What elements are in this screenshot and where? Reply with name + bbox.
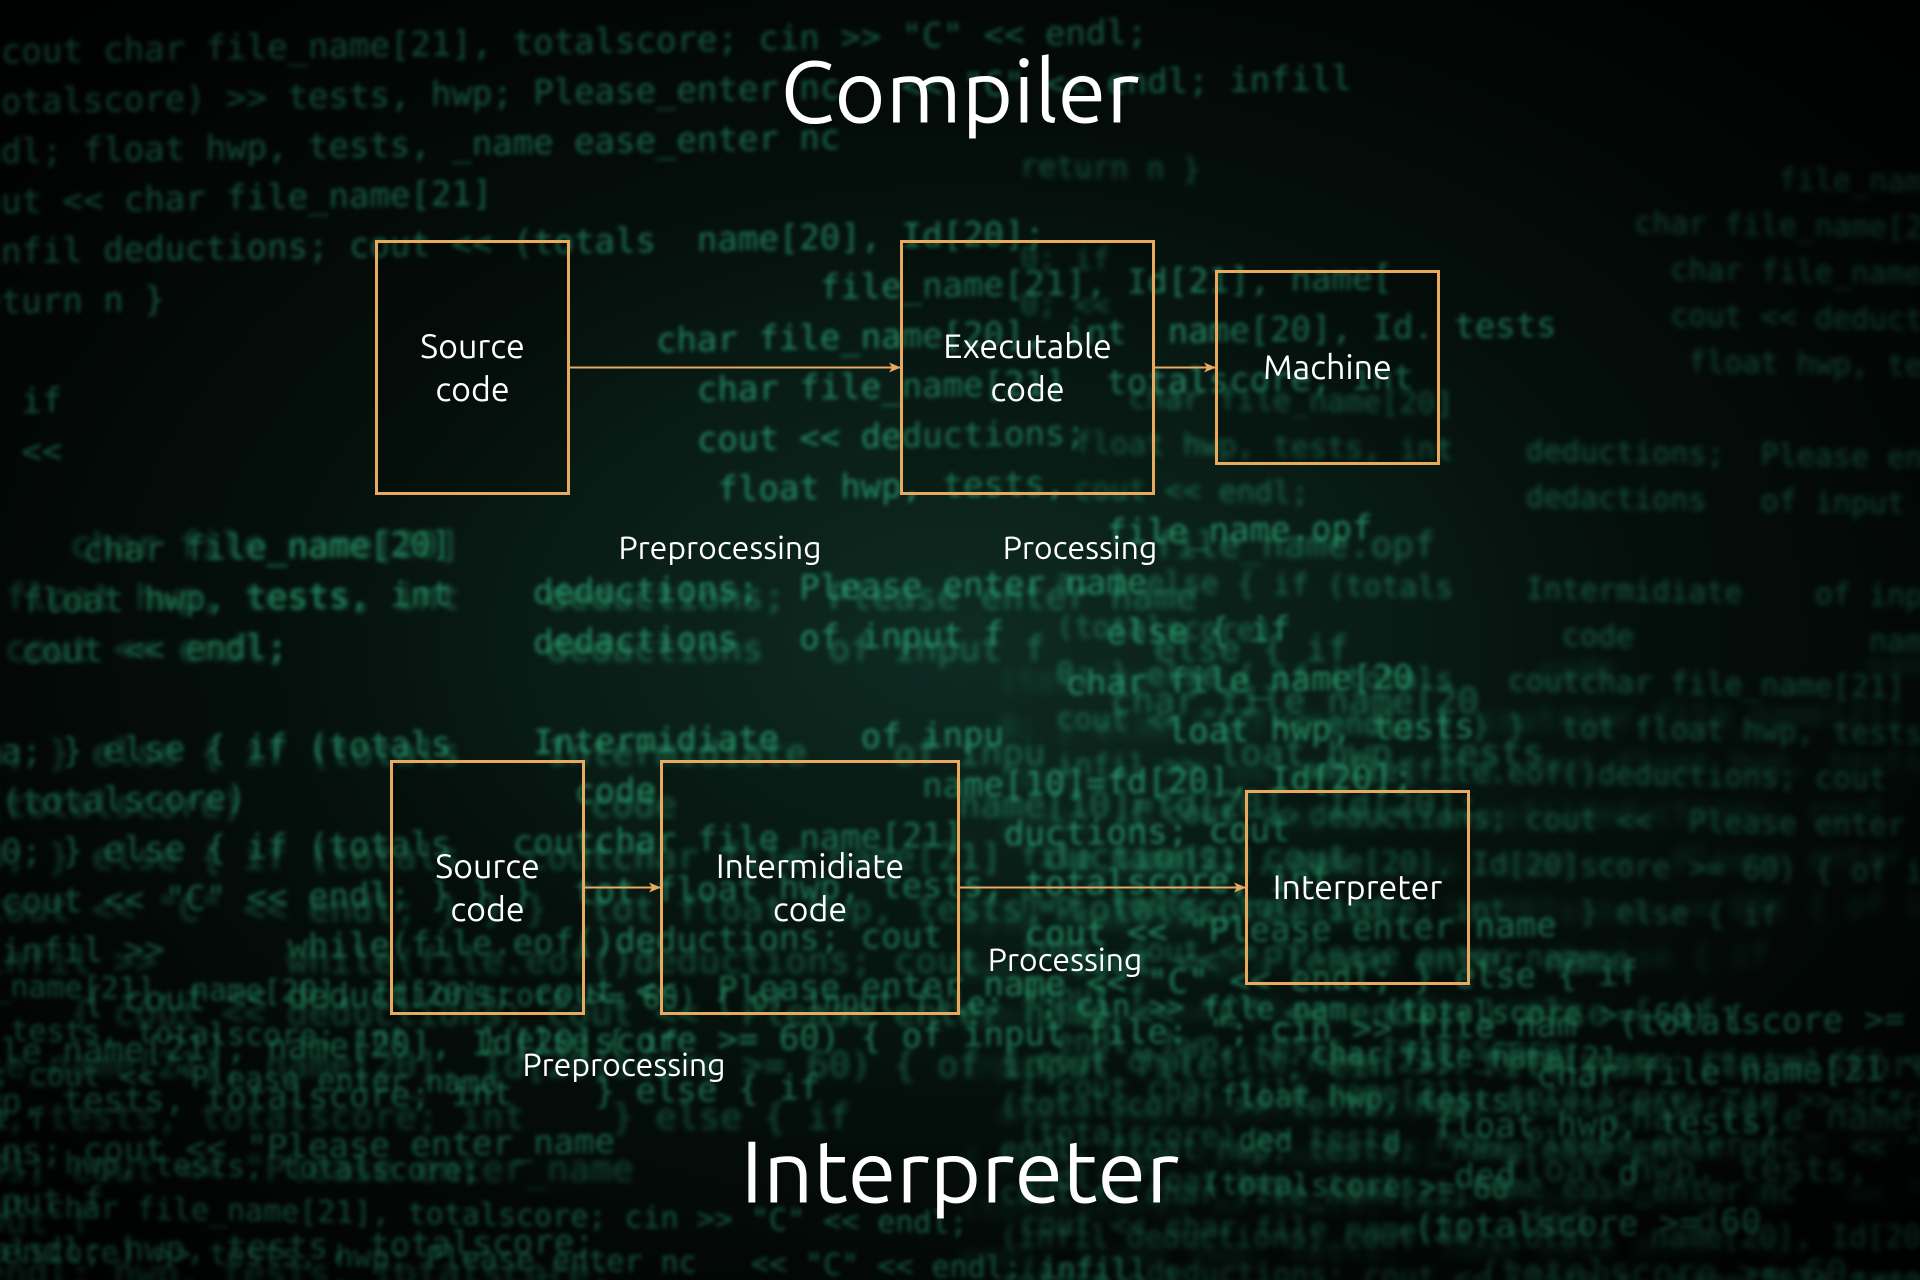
node-c_mach: Machine — [1215, 270, 1440, 465]
node-label: Machine — [1263, 346, 1392, 389]
node-c_exe: Executable code — [900, 240, 1155, 495]
node-label: Executable code — [943, 325, 1112, 410]
node-i_src: Source code — [390, 760, 585, 1015]
node-i_int: Intermidiate code — [660, 760, 960, 1015]
edge-label-c_src-c_exe: Preprocessing — [618, 530, 821, 566]
edge-label-c_exe-c_mach: Processing — [1003, 530, 1158, 566]
edge-label-i_int-i_interp: Processing — [988, 942, 1143, 978]
node-label: Interpreter — [1273, 866, 1443, 909]
node-label: Source code — [420, 325, 524, 410]
diagram-stage: { cout char file_name[21], totalscore; c… — [0, 0, 1920, 1280]
code-layer-1: return n } file_name[21], Id[21], name[ … — [1020, 144, 1920, 1280]
background: { cout char file_name[21], totalscore; c… — [0, 0, 1920, 1280]
title-interpreter: Interpreter — [741, 1121, 1180, 1220]
vignette-overlay — [0, 0, 1920, 1280]
title-compiler: Compiler — [780, 41, 1139, 140]
node-label: Source code — [435, 845, 539, 930]
code-layer-0: { cout char file_name[21], totalscore; c… — [0, 0, 1920, 1278]
node-c_src: Source code — [375, 240, 570, 495]
node-label: Intermidiate code — [716, 845, 904, 930]
edge-label-i_src-i_int: Preprocessing — [522, 1047, 725, 1083]
node-i_interp: Interpreter — [1245, 790, 1470, 985]
